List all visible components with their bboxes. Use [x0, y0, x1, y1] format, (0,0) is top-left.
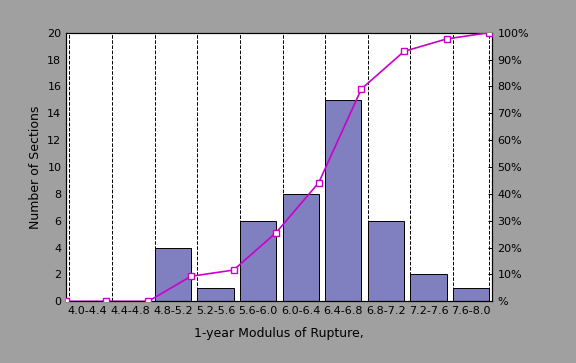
Bar	[198, 288, 233, 301]
Bar	[411, 274, 446, 301]
Bar	[283, 194, 319, 301]
Bar	[240, 221, 276, 301]
Bar	[325, 100, 361, 301]
Bar	[155, 248, 191, 301]
Bar	[453, 288, 489, 301]
Bar	[368, 221, 404, 301]
X-axis label: 1-year Modulus of Rupture,: 1-year Modulus of Rupture,	[195, 327, 364, 340]
Y-axis label: Number of Sections: Number of Sections	[29, 105, 41, 229]
